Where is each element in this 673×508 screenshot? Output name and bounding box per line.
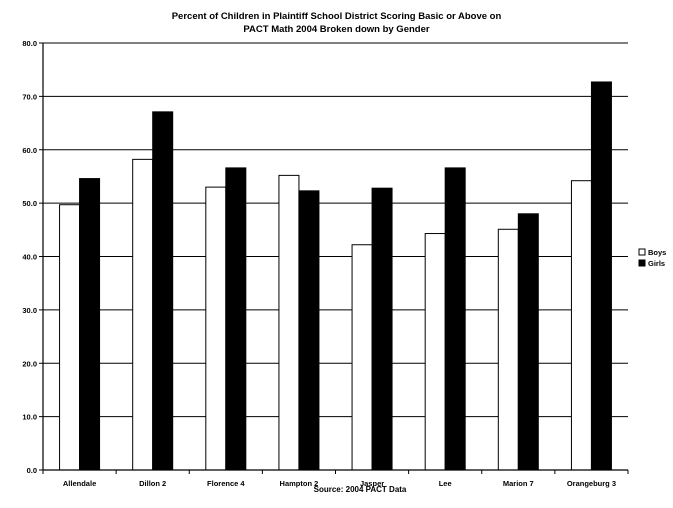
- x-tick-label: Jasper: [360, 479, 384, 488]
- bar-boys: [351, 244, 373, 471]
- bar-girls: [371, 187, 393, 471]
- x-tick-label: Lee: [439, 479, 452, 488]
- bar-girls: [590, 81, 612, 471]
- bars: [59, 81, 612, 471]
- y-tick-label: 80.0: [22, 39, 37, 48]
- x-tick-label: Dillon 2: [139, 479, 166, 488]
- x-tick-label: Allendale: [63, 479, 96, 488]
- x-tick-label: Marion 7: [503, 479, 534, 488]
- y-tick-label: 20.0: [22, 359, 37, 368]
- bar-boys: [497, 228, 519, 471]
- x-tick-label: Florence 4: [207, 479, 245, 488]
- y-tick-label: 40.0: [22, 253, 37, 262]
- bar-boys: [278, 174, 300, 471]
- y-tick-labels: 0.0 10.0 20.0 30.0 40.0 50.0 60.0 70.0 80.0: [22, 39, 37, 475]
- bar-girls: [517, 213, 539, 471]
- y-tick-label: 60.0: [22, 146, 37, 155]
- y-tick-label: 10.0: [22, 413, 37, 422]
- chart-title-line-1: Percent of Children in Plaintiff School …: [171, 11, 502, 22]
- x-tick-labels: Allendale Dillon 2 Florence 4 Hampton 2 Jasp…: [63, 479, 616, 488]
- x-tick-label: Hampton 2: [280, 479, 319, 488]
- bar-boys: [424, 233, 446, 471]
- legend-swatch-boys: [638, 248, 646, 256]
- bar-girls: [79, 178, 101, 471]
- y-tick-label: 0.0: [27, 466, 37, 475]
- bar-girls: [298, 190, 320, 471]
- gridlines: [43, 42, 628, 418]
- legend-label-boys: Boys: [648, 248, 666, 257]
- source-caption: Source: 2004 PACT Data: [313, 485, 407, 494]
- bar-boys: [205, 186, 227, 471]
- bar-girls: [444, 167, 466, 471]
- bar-boys: [132, 158, 154, 471]
- legend-swatch-girls: [638, 259, 646, 267]
- bar-boys: [59, 204, 81, 471]
- y-tick-label: 50.0: [22, 199, 37, 208]
- chart-title-line-2: PACT Math 2004 Broken down by Gender: [243, 24, 430, 35]
- y-tick-label: 70.0: [22, 92, 37, 101]
- legend: Boys Girls: [637, 244, 673, 270]
- x-tick-label: Orangeburg 3: [567, 479, 616, 488]
- axes: [39, 42, 629, 474]
- bar-girls: [152, 111, 174, 471]
- legend-label-girls: Girls: [648, 259, 665, 268]
- bar-girls: [225, 167, 247, 471]
- y-tick-label: 30.0: [22, 306, 37, 315]
- bar-boys: [570, 180, 592, 471]
